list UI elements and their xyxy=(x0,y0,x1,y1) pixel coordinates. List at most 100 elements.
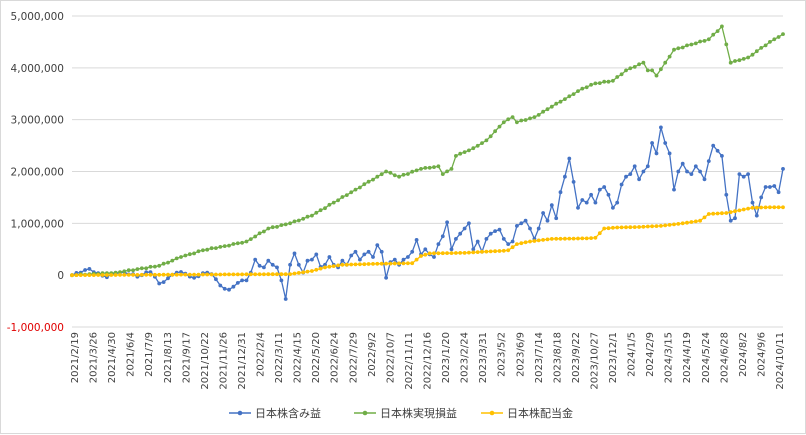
data-point xyxy=(392,261,397,266)
data-point xyxy=(310,213,314,218)
legend-label: 日本株配当金 xyxy=(507,406,573,420)
data-point xyxy=(358,262,362,267)
data-point xyxy=(214,277,218,282)
data-point xyxy=(401,172,406,177)
x-tick-label: 2022/4/15 xyxy=(293,332,304,383)
data-point xyxy=(157,272,162,277)
data-point xyxy=(161,261,166,266)
data-point xyxy=(379,261,384,266)
data-point xyxy=(462,226,467,231)
data-point xyxy=(323,265,327,270)
data-point xyxy=(576,89,580,93)
data-point xyxy=(781,205,785,210)
data-point xyxy=(741,57,746,61)
data-point xyxy=(628,66,633,71)
data-point xyxy=(253,234,258,239)
data-point xyxy=(240,272,245,277)
data-point xyxy=(759,195,764,200)
data-point xyxy=(597,187,602,192)
data-point xyxy=(244,272,249,277)
data-point xyxy=(375,261,380,266)
data-point xyxy=(353,187,358,192)
data-point xyxy=(746,172,750,177)
data-point xyxy=(763,205,768,210)
x-axis-ticks: 2021/2/19 2021/3/26 2021/4/30 2021/6/4 2021/… xyxy=(70,332,786,390)
data-point xyxy=(423,252,428,257)
data-point xyxy=(724,211,729,215)
data-point xyxy=(558,190,563,195)
data-point xyxy=(632,164,637,169)
data-point xyxy=(266,258,271,263)
data-point xyxy=(166,272,170,277)
data-point xyxy=(318,208,323,213)
data-point xyxy=(737,172,742,177)
data-point xyxy=(768,185,772,189)
data-point xyxy=(685,169,689,174)
data-point xyxy=(506,117,511,122)
data-point xyxy=(589,82,593,87)
data-point xyxy=(344,262,349,267)
data-point xyxy=(576,205,580,210)
data-point xyxy=(637,225,641,229)
data-point xyxy=(157,263,162,268)
data-point xyxy=(589,236,593,241)
data-point xyxy=(563,97,567,101)
series-lines xyxy=(70,24,785,301)
data-point xyxy=(733,216,737,221)
data-point xyxy=(222,286,227,291)
data-point xyxy=(366,249,371,254)
x-tick-label: 2024/1/5 xyxy=(627,332,638,377)
x-tick-label: 2024/5/24 xyxy=(701,332,712,383)
data-point xyxy=(724,192,729,197)
data-point xyxy=(384,169,388,174)
data-point xyxy=(179,272,183,277)
y-tick-label: 0 xyxy=(57,270,64,282)
data-point xyxy=(519,241,524,246)
data-point xyxy=(663,141,668,145)
data-point xyxy=(532,115,537,119)
data-point xyxy=(253,257,258,262)
data-point xyxy=(754,213,759,218)
data-point xyxy=(209,272,214,277)
x-tick-label: 2021/12/31 xyxy=(237,332,248,390)
data-point xyxy=(715,148,720,153)
data-point xyxy=(706,212,711,216)
data-point xyxy=(148,272,153,277)
data-point xyxy=(715,29,720,33)
data-point xyxy=(506,242,511,247)
data-point xyxy=(645,164,650,169)
data-point xyxy=(706,159,711,164)
data-point xyxy=(615,225,620,230)
data-point xyxy=(602,185,607,189)
data-point xyxy=(218,245,223,249)
x-tick-label: 2022/5/20 xyxy=(311,332,322,383)
data-point xyxy=(567,156,572,161)
data-point xyxy=(510,115,515,119)
data-point xyxy=(410,261,415,266)
data-point xyxy=(606,192,611,197)
data-point xyxy=(305,214,310,219)
data-point xyxy=(663,60,668,65)
x-tick-label: 2021/11/26 xyxy=(218,332,229,390)
data-point xyxy=(685,43,689,48)
data-point xyxy=(541,109,545,114)
data-point xyxy=(283,222,288,227)
data-point xyxy=(296,218,301,223)
data-point xyxy=(659,125,663,130)
data-point xyxy=(358,257,362,262)
data-point xyxy=(318,266,323,271)
data-point xyxy=(440,234,445,239)
data-point xyxy=(637,177,641,182)
data-point xyxy=(501,237,506,241)
x-tick-label: 2022/9/2 xyxy=(367,332,378,377)
x-tick-label: 2021/6/4 xyxy=(126,332,137,377)
x-tick-label: 2024/4/19 xyxy=(682,332,693,383)
data-point xyxy=(275,272,279,277)
data-point xyxy=(698,39,702,44)
data-point xyxy=(218,283,223,288)
data-point xyxy=(331,200,336,205)
data-point xyxy=(327,202,332,207)
data-point xyxy=(153,272,157,277)
x-tick-label: 2023/5/2 xyxy=(497,332,508,377)
